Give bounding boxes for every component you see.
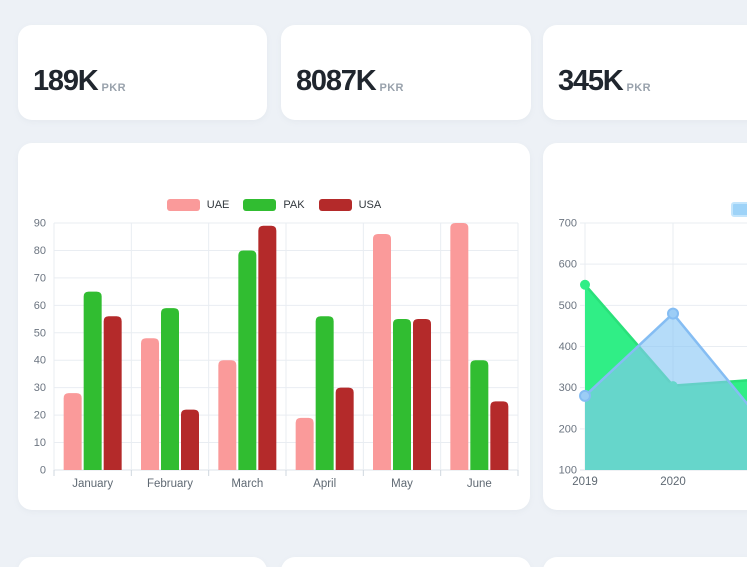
y-tick-label: 10	[34, 437, 46, 449]
bar-pak-january	[83, 291, 102, 470]
stat-value: 189K	[33, 65, 99, 97]
blue-marker	[579, 389, 591, 402]
y-tick-label: 90	[34, 218, 46, 230]
area-legend-swatch-icon[interactable]	[731, 202, 747, 217]
bar-pak-february	[161, 308, 179, 470]
y-tick-label: 70	[34, 272, 46, 284]
stat-currency: PKR	[101, 82, 126, 94]
stat-currency: PKR	[379, 82, 404, 94]
legend-label-uae: UAE	[206, 199, 230, 211]
y-tick-label: 700	[559, 218, 577, 230]
legend-swatch-pak-icon	[243, 199, 277, 211]
stat-currency: PKR	[626, 82, 651, 94]
x-tick-label: 2020	[660, 476, 686, 488]
legend-label-usa: USA	[358, 199, 382, 211]
y-tick-label: 500	[559, 300, 577, 312]
bar-uae-january	[63, 393, 82, 470]
bar-usa-march	[258, 225, 277, 470]
x-tick-label: May	[391, 478, 413, 490]
legend-item-usa[interactable]: USA	[318, 199, 382, 211]
y-tick-label: 40	[34, 355, 46, 367]
y-tick-label: 20	[34, 410, 46, 422]
bar-chart-card: UAE PAK USA 0 10 20 30 40 50 60 70 80 90 January Fe…	[18, 143, 530, 510]
bar-uae-march	[218, 360, 237, 470]
bar-usa-february	[181, 409, 199, 470]
bar-usa-june	[490, 401, 509, 470]
bar-series-pak	[83, 250, 489, 470]
y-tick-label: 100	[559, 465, 577, 477]
legend-item-uae[interactable]: UAE	[166, 199, 230, 211]
bottom-card-1	[18, 557, 267, 567]
bar-uae-june	[450, 223, 469, 470]
stat-card-1: 189K PKR	[18, 25, 267, 120]
bottom-card-2	[281, 557, 531, 567]
y-tick-label: 300	[559, 382, 577, 394]
y-tick-label: 400	[559, 341, 577, 353]
x-tick-label: March	[231, 478, 263, 490]
legend-swatch-usa-icon	[318, 199, 352, 211]
green-marker	[580, 279, 590, 290]
x-tick-label: 2019	[572, 476, 598, 488]
y-tick-label: 600	[559, 259, 577, 271]
area-chart-card: 100200300400500600700201920202021	[543, 143, 747, 510]
bar-pak-march	[238, 250, 257, 470]
blue-marker	[667, 307, 679, 320]
stat-value: 345K	[558, 65, 624, 97]
x-tick-label: June	[467, 478, 492, 490]
bar-chart-legend: UAE PAK USA	[18, 199, 530, 211]
legend-swatch-uae-icon	[166, 199, 200, 211]
y-tick-label: 50	[34, 327, 46, 339]
x-tick-label: April	[313, 478, 336, 490]
bar-grid	[53, 222, 519, 476]
y-tick-label: 80	[34, 245, 46, 257]
bar-usa-april	[335, 387, 354, 470]
y-tick-label: 60	[34, 300, 46, 312]
area-series-blue	[579, 307, 747, 470]
stat-card-2: 8087K PKR	[281, 25, 531, 120]
bar-uae-may	[373, 233, 391, 470]
bar-pak-june	[470, 360, 489, 470]
bottom-card-3	[543, 557, 747, 567]
stat-value: 8087K	[296, 65, 377, 97]
area-chart: 100200300400500600700201920202021	[559, 218, 747, 488]
y-tick-label: 30	[34, 382, 46, 394]
bar-series-usa	[103, 225, 509, 470]
bar-series-uae	[63, 223, 469, 470]
x-tick-label: February	[147, 478, 193, 490]
y-tick-label: 0	[40, 465, 46, 477]
legend-item-pak[interactable]: PAK	[243, 199, 305, 211]
bar-pak-april	[315, 316, 334, 470]
legend-label-pak: PAK	[283, 199, 305, 211]
bar-uae-february	[141, 338, 159, 470]
stat-card-3: 345K PKR	[543, 25, 747, 120]
bar-usa-may	[413, 319, 431, 470]
bar-uae-april	[295, 417, 314, 470]
bar-pak-may	[393, 319, 411, 470]
bar-chart: 0 10 20 30 40 50 60 70 80 90 January February March A…	[34, 218, 519, 490]
y-tick-label: 200	[559, 423, 577, 435]
bar-usa-january	[103, 316, 122, 470]
x-tick-label: January	[72, 478, 113, 490]
